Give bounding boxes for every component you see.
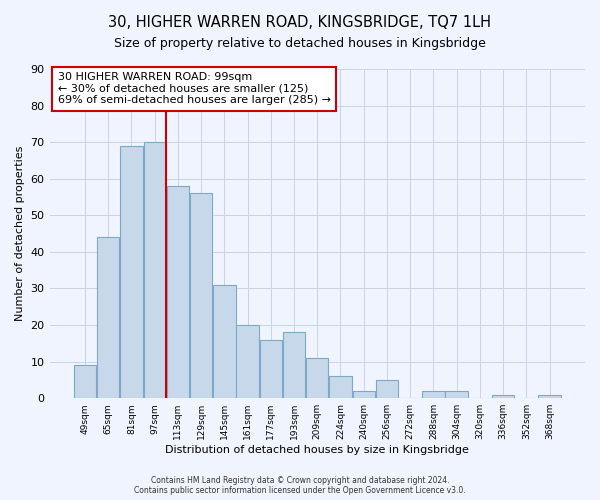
Bar	[353, 391, 375, 398]
Text: Size of property relative to detached houses in Kingsbridge: Size of property relative to detached ho…	[114, 38, 486, 51]
Bar	[143, 142, 166, 398]
Bar	[167, 186, 189, 398]
Bar	[236, 325, 259, 398]
Bar	[306, 358, 328, 398]
Bar	[213, 285, 236, 398]
Bar	[283, 332, 305, 398]
Text: Contains HM Land Registry data © Crown copyright and database right 2024.
Contai: Contains HM Land Registry data © Crown c…	[134, 476, 466, 495]
Text: 30 HIGHER WARREN ROAD: 99sqm
← 30% of detached houses are smaller (125)
69% of s: 30 HIGHER WARREN ROAD: 99sqm ← 30% of de…	[58, 72, 331, 106]
Bar	[97, 238, 119, 398]
Bar	[329, 376, 352, 398]
Bar	[74, 366, 96, 398]
Bar	[492, 394, 514, 398]
Bar	[190, 194, 212, 398]
Bar	[376, 380, 398, 398]
Bar	[121, 146, 143, 398]
Bar	[422, 391, 445, 398]
X-axis label: Distribution of detached houses by size in Kingsbridge: Distribution of detached houses by size …	[166, 445, 469, 455]
Bar	[538, 394, 560, 398]
Y-axis label: Number of detached properties: Number of detached properties	[15, 146, 25, 322]
Bar	[260, 340, 282, 398]
Text: 30, HIGHER WARREN ROAD, KINGSBRIDGE, TQ7 1LH: 30, HIGHER WARREN ROAD, KINGSBRIDGE, TQ7…	[109, 15, 491, 30]
Bar	[445, 391, 468, 398]
